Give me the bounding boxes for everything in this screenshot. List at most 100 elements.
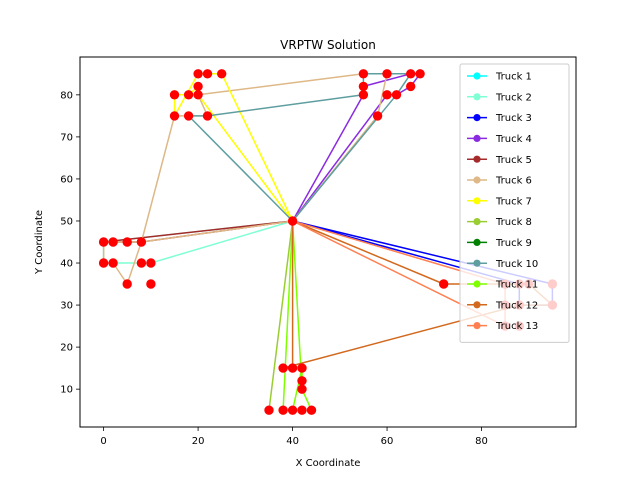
legend-item-truck-1: Truck 1 [467,72,532,83]
y-tick-label: 60 [60,174,73,185]
customer-point [264,405,274,415]
customer-point [98,258,109,268]
customer-point [287,216,298,226]
customer-point [406,69,416,79]
legend-item-truck-6: Truck 6 [467,176,532,187]
x-tick-label: 60 [381,436,394,447]
y-tick-label: 30 [60,301,73,312]
plot-frame [79,56,577,428]
legend: Truck 1 Truck 2 Truck 3 Truck 4 Truck 5 Truck… [459,63,570,343]
y-axis-label: Y Coordinate [34,210,45,275]
legend-item-truck-13: Truck 13 [467,321,538,332]
x-axis-label: X Coordinate [296,458,361,469]
legend-label: Truck 3 [495,113,532,124]
y-tick-label: 40 [60,259,73,270]
customer-point [391,90,402,100]
legend-swatch-marker [473,280,481,288]
customer-point [297,405,307,415]
legend-swatch-marker [473,72,481,80]
legend-item-truck-3: Truck 3 [467,113,532,124]
legend-swatch-marker [473,93,481,101]
legend-label: Truck 1 [495,72,532,83]
customer-point [108,237,118,247]
customer-point [297,384,307,394]
legend-label: Truck 12 [495,300,538,311]
x-tick-label: 0 [100,436,106,447]
legend-item-truck-2: Truck 2 [467,92,532,103]
customer-point [439,279,449,289]
customer-point [217,69,227,79]
customer-point [202,111,213,121]
customer-point [193,90,203,100]
customer-point [169,111,180,121]
x-tick-label: 40 [286,436,299,447]
legend-label: Truck 13 [495,321,538,332]
customer-point [108,258,118,268]
legend-label: Truck 9 [495,238,532,249]
customer-point [146,279,156,289]
legend-item-truck-12: Truck 12 [467,300,538,311]
legend-label: Truck 5 [495,155,532,166]
customer-point [98,237,109,247]
customer-point [136,237,147,247]
customer-point [406,81,416,92]
y-ticks: 10 20 30 40 50 60 70 80 [60,90,80,396]
customer-point [382,90,392,100]
legend-label: Truck 4 [495,134,532,145]
customer-point [122,237,132,247]
customer-point [278,363,288,373]
legend-label: Truck 10 [495,259,538,270]
customer-point [382,69,392,79]
x-ticks: 0 20 40 60 80 [100,427,488,447]
customer-point [136,258,147,268]
customer-point [287,363,298,373]
x-tick-label: 80 [475,436,488,447]
y-tick-label: 50 [60,216,73,227]
customer-point [358,81,369,92]
legend-swatch-marker [473,155,481,163]
legend-item-truck-4: Truck 4 [467,134,532,145]
customer-point [183,111,194,121]
customer-point [193,81,203,92]
customer-point [278,405,288,415]
legend-item-truck-7: Truck 7 [467,196,532,207]
legend-item-truck-5: Truck 5 [467,155,532,166]
customer-point [169,90,180,100]
legend-item-truck-10: Truck 10 [467,259,538,270]
axes-layer [79,56,577,428]
customer-point [183,90,194,100]
legend-box [459,63,570,343]
customer-point [306,405,317,415]
y-tick-label: 80 [60,90,73,101]
customer-point [358,90,369,100]
y-tick-label: 10 [60,385,73,396]
customer-point [297,363,307,373]
customer-point [358,69,369,79]
x-tick-label: 20 [192,436,205,447]
legend-label: Truck 8 [495,217,532,228]
legend-swatch-marker [473,218,481,226]
legend-swatch-marker [473,259,481,267]
legend-item-truck-8: Truck 8 [467,217,532,228]
legend-swatch-marker [473,134,481,142]
legend-label: Truck 7 [495,196,532,207]
legend-swatch-marker [473,322,481,330]
legend-swatch-marker [473,301,481,309]
customer-point [202,69,213,79]
customer-point [193,69,203,79]
legend-swatch-marker [473,197,481,205]
legend-item-truck-9: Truck 9 [467,238,532,249]
y-tick-label: 70 [60,132,73,143]
customer-point [415,69,425,79]
chart-title: VRPTW Solution [280,38,376,52]
legend-label: Truck 11 [495,280,538,291]
customer-point [287,405,298,415]
legend-swatch-marker [473,114,481,122]
y-tick-label: 20 [60,343,73,354]
legend-label: Truck 6 [495,176,532,187]
customer-point [372,111,383,121]
legend-label: Truck 2 [495,92,532,103]
customer-point [146,258,156,268]
legend-swatch-marker [473,176,481,184]
